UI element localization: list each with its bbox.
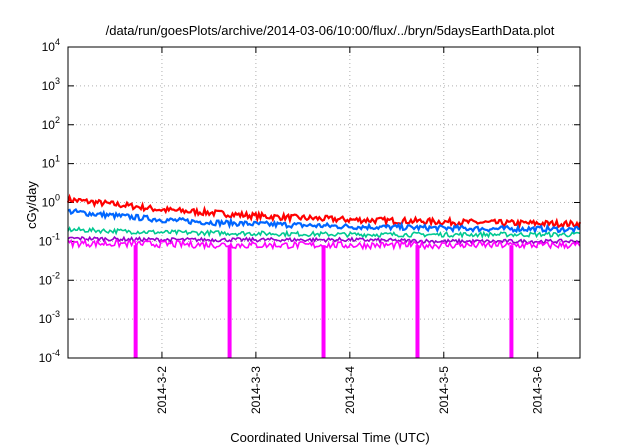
y-tick-label: 10-3	[39, 309, 60, 326]
x-tick-label: 2014-3-4	[343, 366, 357, 414]
y-tick-label: 101	[42, 154, 60, 171]
x-tick-label: 2014-3-5	[437, 366, 451, 414]
y-tick-label: 10-4	[39, 348, 60, 365]
series-line-2	[67, 207, 581, 235]
dropout-spike	[509, 245, 514, 358]
y-tick-label: 102	[42, 115, 60, 132]
y-tick-label: 104	[42, 37, 60, 54]
x-axis-label: Coordinated Universal Time (UTC)	[230, 430, 429, 445]
y-axis-label: cGy/day	[24, 181, 39, 229]
plot-frame	[67, 46, 581, 359]
x-tick-label: 2014-3-2	[155, 366, 169, 414]
dropout-spike	[133, 245, 138, 358]
x-tick-label: 2014-3-6	[531, 366, 545, 414]
y-tick-labels: 10-4 10-3 10-2 10-1 100 101 102 103 104	[39, 37, 60, 365]
series-line-3	[67, 225, 581, 240]
y-tick-label: 103	[42, 76, 60, 93]
series-line-1	[66, 193, 582, 231]
y-tick-label: 10-2	[39, 270, 60, 287]
x-tick-labels: 2014-3-2 2014-3-3 2014-3-4 2014-3-5 2014-3-6	[155, 366, 545, 414]
chart-title: /data/run/goesPlots/archive/2014-03-06/1…	[106, 23, 555, 38]
dropout-spike	[227, 245, 232, 358]
x-tick-label: 2014-3-3	[249, 366, 263, 414]
y-tick-label: 100	[42, 193, 60, 210]
dropout-spike	[415, 245, 420, 358]
series-layer	[66, 193, 582, 358]
dropout-spike	[321, 245, 326, 358]
y-tick-label: 10-1	[39, 231, 60, 248]
